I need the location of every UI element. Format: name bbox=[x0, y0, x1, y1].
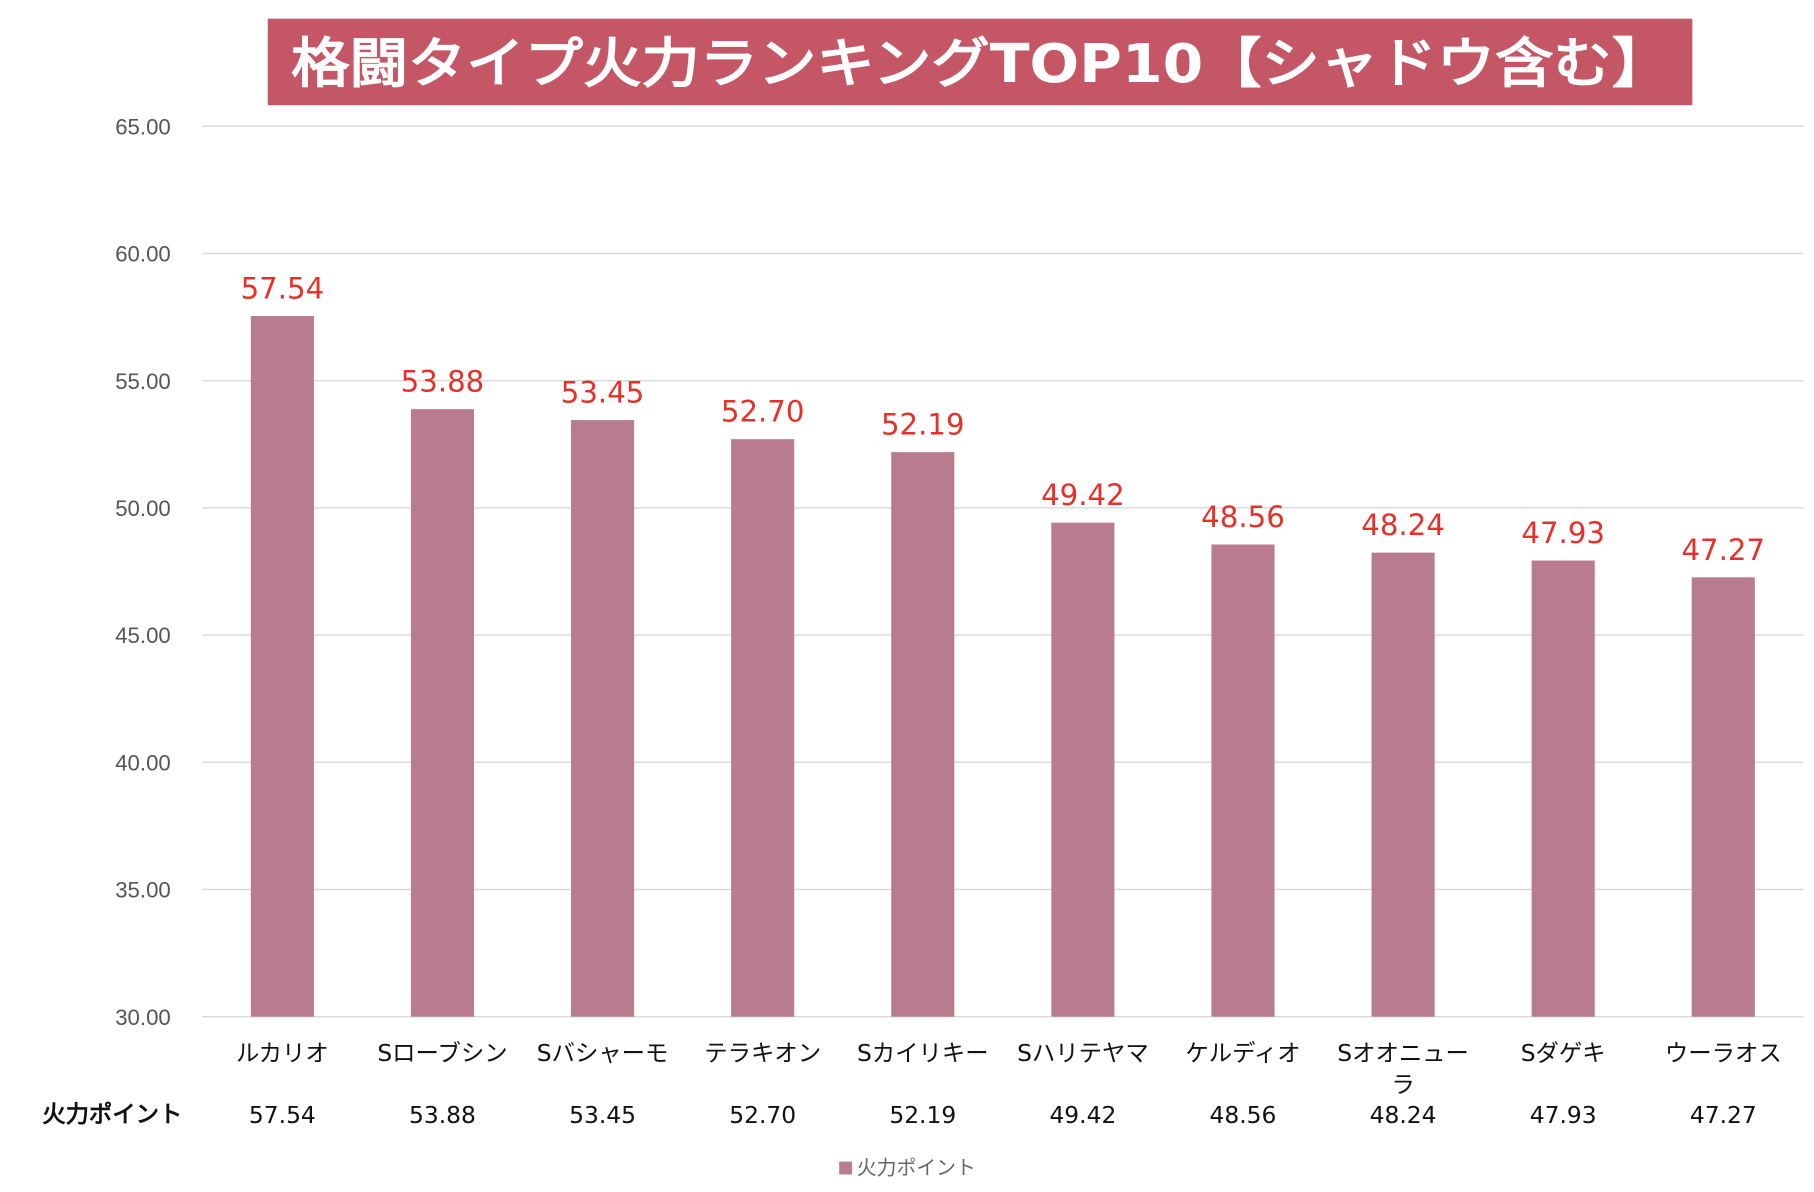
y-tick-label: 65.00 bbox=[115, 114, 171, 139]
y-tick-label: 60.00 bbox=[115, 242, 171, 267]
x-axis-categories: ルカリオ Sローブシン Sバシャーモ テラキオン Sカイリキー Sハリテヤマ ケルディオ Sオ… bbox=[236, 1039, 1782, 1099]
data-table-value: 48.24 bbox=[1370, 1101, 1437, 1129]
category-label: テラキオン bbox=[704, 1039, 821, 1067]
category-label: Sカイリキー bbox=[857, 1039, 989, 1067]
data-label: 52.19 bbox=[881, 408, 965, 442]
data-label: 52.70 bbox=[721, 395, 805, 429]
category-label: ウーラオス bbox=[1665, 1039, 1782, 1067]
y-tick-label: 50.00 bbox=[115, 496, 171, 521]
bar bbox=[250, 316, 314, 1017]
bar bbox=[571, 420, 635, 1017]
category-label: Sハリテヤマ bbox=[1017, 1039, 1149, 1067]
bar bbox=[1211, 544, 1275, 1017]
y-tick-label: 40.00 bbox=[115, 750, 171, 775]
bar bbox=[731, 439, 795, 1017]
data-table-value: 52.70 bbox=[729, 1101, 796, 1129]
data-table-series-name: 火力ポイント bbox=[42, 1100, 182, 1128]
data-table-value: 53.88 bbox=[409, 1101, 476, 1129]
chart-title: 格闘タイプ火力ランキングTOP10【シャドウ含む】 bbox=[291, 32, 1670, 95]
category-label: ラ bbox=[1391, 1071, 1414, 1099]
category-label: Sローブシン bbox=[377, 1039, 507, 1067]
data-table: 火力ポイント 57.54 53.88 53.45 52.70 52.19 49.42 48.… bbox=[42, 1100, 1757, 1129]
category-label: ルカリオ bbox=[236, 1039, 329, 1067]
y-tick-label: 55.00 bbox=[115, 369, 171, 394]
data-table-value: 49.42 bbox=[1049, 1101, 1116, 1129]
data-label: 49.42 bbox=[1041, 478, 1125, 512]
data-table-value: 57.54 bbox=[249, 1101, 316, 1129]
data-label: 47.93 bbox=[1521, 516, 1605, 550]
y-tick-label: 30.00 bbox=[115, 1005, 171, 1030]
legend-entry-label: 火力ポイント bbox=[857, 1156, 976, 1179]
data-table-value: 52.19 bbox=[889, 1101, 956, 1129]
data-label: 48.24 bbox=[1361, 508, 1445, 542]
category-label: Sバシャーモ bbox=[537, 1039, 669, 1067]
data-label: 48.56 bbox=[1201, 500, 1285, 534]
bar bbox=[410, 409, 475, 1017]
y-tick-label: 35.00 bbox=[115, 878, 171, 903]
data-label: 53.45 bbox=[561, 376, 645, 410]
y-tick-label: 45.00 bbox=[115, 623, 171, 648]
category-label: Sオオニュー bbox=[1337, 1039, 1469, 1067]
legend: 火力ポイント bbox=[839, 1156, 976, 1179]
bar bbox=[1691, 577, 1755, 1017]
data-labels: 57.54 53.88 53.45 52.70 52.19 49.42 48.56 48.24… bbox=[241, 271, 1766, 566]
data-label: 53.88 bbox=[401, 365, 485, 399]
bar bbox=[1371, 552, 1435, 1017]
category-label: Sダゲキ bbox=[1521, 1039, 1606, 1067]
bar bbox=[1051, 522, 1115, 1017]
legend-swatch bbox=[839, 1161, 853, 1175]
bar bbox=[891, 452, 955, 1017]
data-label: 47.27 bbox=[1681, 533, 1765, 567]
data-table-value: 47.93 bbox=[1530, 1101, 1597, 1129]
data-label: 57.54 bbox=[241, 271, 325, 305]
data-table-value: 47.27 bbox=[1690, 1101, 1757, 1129]
title-banner bbox=[267, 18, 1693, 106]
data-table-value: 53.45 bbox=[569, 1101, 636, 1129]
bars bbox=[250, 316, 1755, 1017]
category-label: ケルディオ bbox=[1185, 1039, 1300, 1067]
bar bbox=[1531, 560, 1595, 1017]
y-axis-ticks: 30.00 35.00 40.00 45.00 50.00 55.00 60.00 65.00 bbox=[115, 114, 171, 1029]
data-table-value: 48.56 bbox=[1210, 1101, 1277, 1129]
